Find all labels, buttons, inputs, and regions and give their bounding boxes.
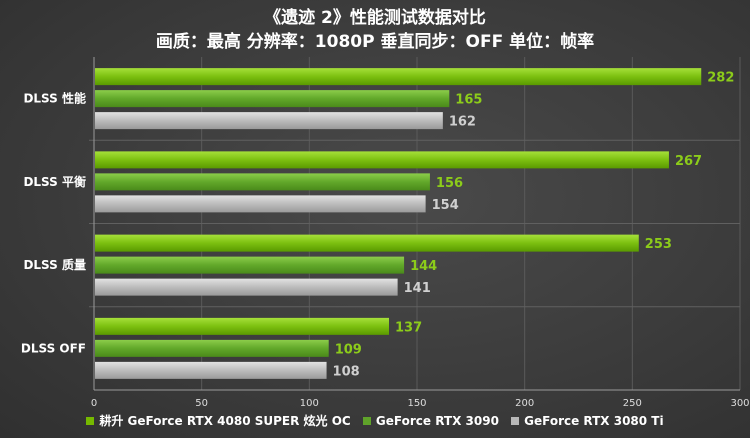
value-label-dlss-series-0: 282 (707, 71, 734, 86)
bar-dlss-off-series-2 (95, 361, 327, 379)
x-tick-label-0: 0 (91, 398, 97, 409)
value-label-dlss-series-1: 156 (436, 176, 463, 191)
x-tick-label-250: 250 (623, 398, 642, 409)
value-label-dlss-series-1: 144 (410, 259, 437, 274)
legend-swatch-4080-super (86, 417, 95, 425)
legend-label-4080-super: 耕升 GeForce RTX 4080 SUPER 炫光 OC (99, 414, 351, 428)
bar-dlss-series-1 (95, 256, 405, 274)
bar-dlss-series-2 (95, 278, 398, 296)
value-label-dlss-series-0: 267 (675, 154, 702, 169)
x-tick-label-300: 300 (730, 398, 749, 409)
value-label-dlss-series-2: 141 (404, 281, 431, 296)
bar-dlss-series-0 (95, 151, 669, 169)
category-label-dlss: DLSS 平衡 (23, 174, 86, 189)
value-label-dlss-off-series-0: 137 (395, 320, 422, 335)
chart-title: 《遗迹 2》性能测试数据对比 (264, 8, 486, 28)
x-tick-label-150: 150 (407, 398, 426, 409)
bar-dlss-series-0 (95, 234, 639, 252)
category-label-dlss: DLSS 质量 (23, 257, 86, 272)
bar-dlss-series-2 (95, 112, 443, 130)
legend-item-3090: GeForce RTX 3090 (362, 414, 499, 428)
bar-dlss-series-0 (95, 68, 702, 86)
legend-swatch-3080-ti (511, 417, 520, 425)
bar-dlss-series-1 (95, 173, 430, 191)
legend: 耕升 GeForce RTX 4080 SUPER 炫光 OC GeForce … (0, 412, 750, 429)
value-label-dlss-series-0: 253 (645, 237, 672, 252)
x-tick-label-200: 200 (515, 398, 534, 409)
bar-dlss-off-series-0 (95, 317, 390, 335)
legend-label-3080-ti: GeForce RTX 3080 Ti (524, 414, 664, 428)
bar-dlss-series-2 (95, 195, 426, 213)
value-label-dlss-series-2: 162 (449, 115, 476, 130)
category-label-dlss-off: DLSS OFF (21, 341, 86, 355)
value-label-dlss-off-series-1: 109 (335, 342, 362, 357)
bar-dlss-off-series-1 (95, 339, 329, 357)
category-label-dlss: DLSS 性能 (23, 91, 86, 106)
value-label-dlss-series-1: 165 (455, 93, 482, 108)
legend-item-3080-ti: GeForce RTX 3080 Ti (511, 414, 664, 428)
legend-swatch-3090 (362, 417, 371, 425)
x-tick-label-50: 50 (195, 398, 208, 409)
value-label-dlss-series-2: 154 (432, 198, 459, 213)
legend-label-3090: GeForce RTX 3090 (375, 414, 499, 428)
legend-item-4080-super: 耕升 GeForce RTX 4080 SUPER 炫光 OC (86, 412, 351, 429)
x-tick-label-100: 100 (300, 398, 319, 409)
bar-dlss-series-1 (95, 90, 450, 108)
value-label-dlss-off-series-2: 108 (333, 364, 360, 379)
chart-subtitle: 画质：最高 分辨率：1080P 垂直同步：OFF 单位：帧率 (155, 32, 595, 52)
